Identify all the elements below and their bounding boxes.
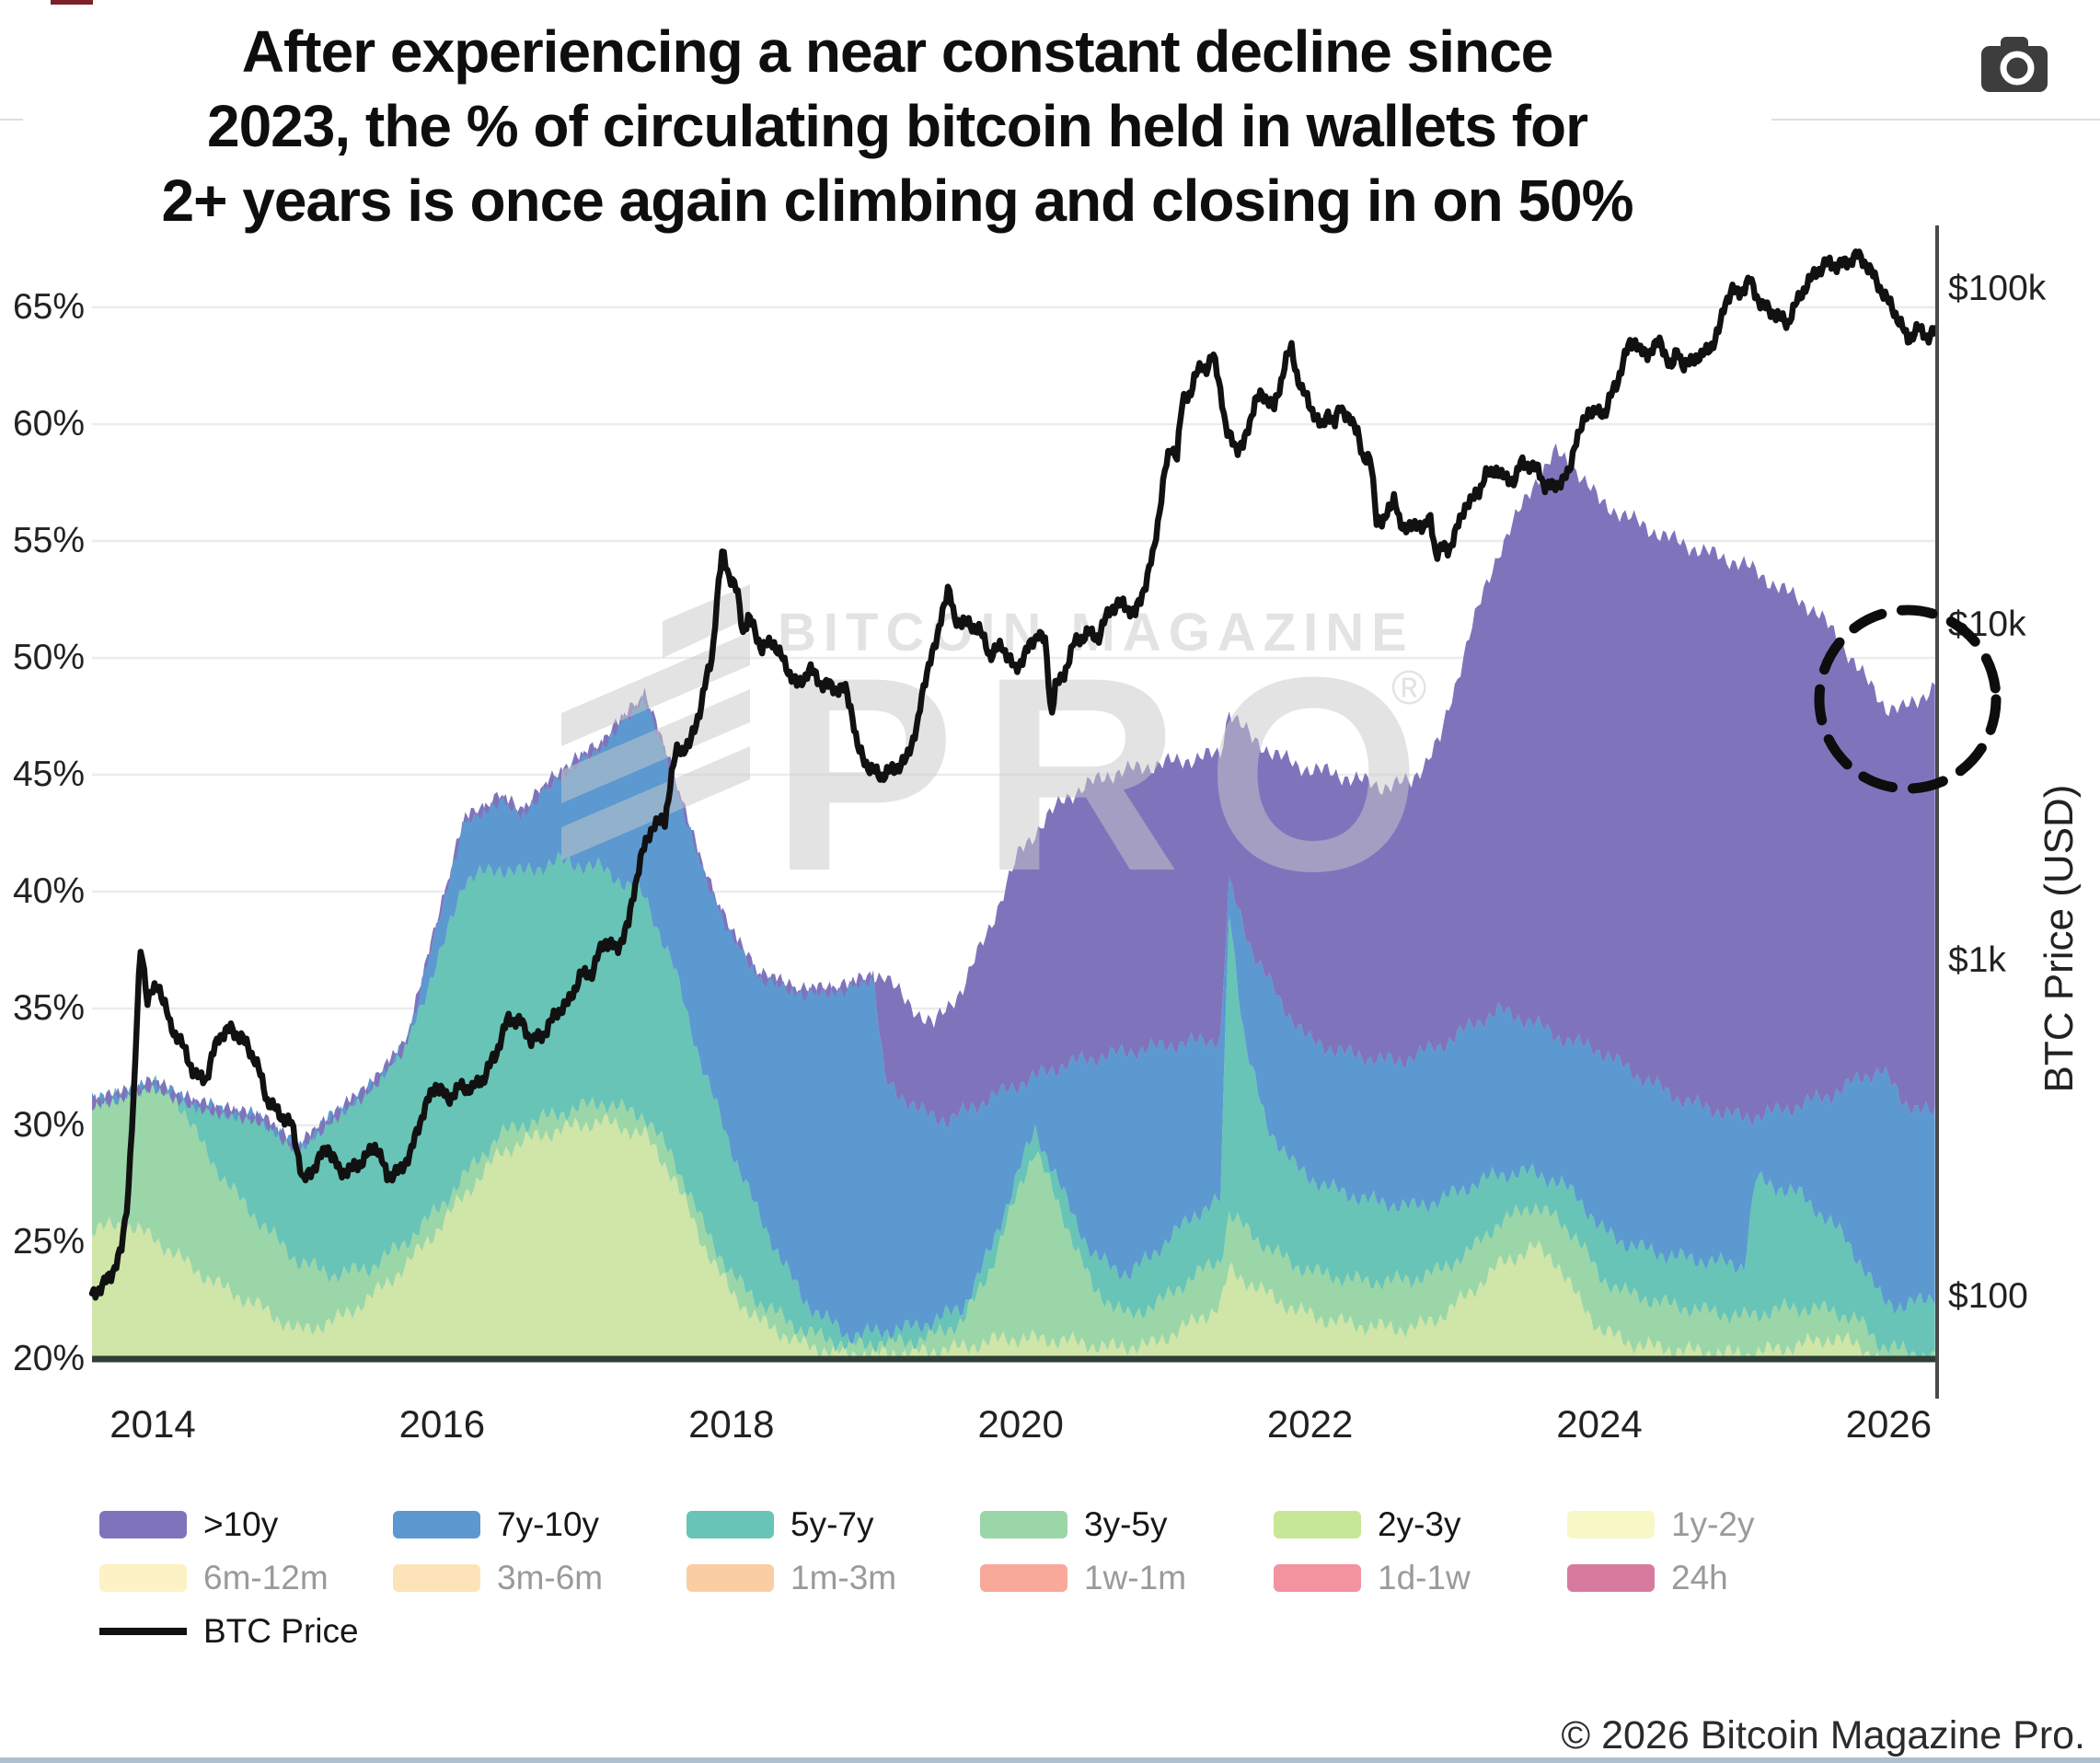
legend-item-6m-12m[interactable]: 6m-12m <box>99 1559 393 1597</box>
legend-item--10y[interactable]: >10y <box>99 1505 393 1544</box>
watermark-reg: ® <box>1391 662 1426 715</box>
year-tick-2018: 2018 <box>688 1402 775 1446</box>
legend-swatch <box>980 1564 1067 1592</box>
legend-swatch <box>99 1564 187 1592</box>
year-tick-2020: 2020 <box>977 1402 1064 1446</box>
legend-item-1d-1w[interactable]: 1d-1w <box>1274 1559 1567 1597</box>
percent-tick-30: 30% <box>12 1105 85 1145</box>
year-tick-2024: 2024 <box>1556 1402 1643 1446</box>
chart-title-line1: After experiencing a near constant decli… <box>241 18 1554 85</box>
legend-item-btc-price[interactable]: BTC Price <box>99 1612 393 1651</box>
copyright: © 2026 Bitcoin Magazine Pro. <box>1561 1713 2086 1757</box>
legend-swatch <box>1274 1564 1361 1592</box>
legend-label: 6m-12m <box>203 1559 329 1596</box>
legend-swatch <box>393 1564 480 1592</box>
btc-line-swatch <box>99 1628 187 1635</box>
legend-label: 3y-5y <box>1084 1505 1168 1543</box>
legend-label-btc-price: BTC Price <box>203 1612 359 1650</box>
percent-tick-55: 55% <box>12 521 85 560</box>
band--10y <box>92 443 1935 1158</box>
legend-label: 2y-3y <box>1378 1505 1461 1543</box>
legend-item-3m-6m[interactable]: 3m-6m <box>393 1559 687 1597</box>
year-tick-2016: 2016 <box>398 1402 486 1446</box>
legend-label: 1m-3m <box>790 1559 897 1596</box>
legend-item-1y-2y[interactable]: 1y-2y <box>1567 1505 1861 1544</box>
legend-swatch <box>687 1564 774 1592</box>
legend-label: 24h <box>1671 1559 1728 1596</box>
legend-swatch <box>1274 1511 1361 1538</box>
legend-label: 3m-6m <box>497 1559 604 1596</box>
legend-item-5y-7y[interactable]: 5y-7y <box>687 1505 980 1544</box>
legend-swatch <box>393 1511 480 1538</box>
year-tick-2026: 2026 <box>1845 1402 1933 1446</box>
percent-tick-50: 50% <box>12 638 85 677</box>
legend-item-24h[interactable]: 24h <box>1567 1559 1861 1597</box>
btc-price-line <box>88 248 1939 1301</box>
btc-price-path <box>88 248 1939 1301</box>
legend-item-2y-3y[interactable]: 2y-3y <box>1274 1505 1567 1544</box>
percent-tick-60: 60% <box>12 404 85 444</box>
legend-label: 1w-1m <box>1084 1559 1187 1596</box>
percent-tick-40: 40% <box>12 871 85 911</box>
legend-row-2: 6m-12m 3m-6m 1m-3m 1w-1m 1d-1w 24h <box>99 1551 1995 1605</box>
legend-swatch <box>1567 1564 1655 1592</box>
price-tick-1k: $1k <box>1948 940 2006 980</box>
year-tick-2022: 2022 <box>1266 1402 1354 1446</box>
legend-row-1: >10y 7y-10y 5y-7y 3y-5y 2y-3y 1y-2y <box>99 1498 1995 1551</box>
chart-title-line2: 2023, the % of circulating bitcoin held … <box>206 93 1588 159</box>
band-3y-5y <box>92 1075 1935 1359</box>
hodl-waves-chart: BITCOIN MAGAZINE PRO ® <box>88 225 2002 1399</box>
bottom-window-edge <box>0 1757 2100 1763</box>
band-2y-3y <box>92 1113 1935 1359</box>
stacked-areas <box>92 443 1935 1359</box>
watermark: BITCOIN MAGAZINE PRO ® <box>561 584 1426 928</box>
legend-item-3y-5y[interactable]: 3y-5y <box>980 1505 1274 1544</box>
chart-title-line3: 2+ years is once again climbing and clos… <box>161 167 1633 234</box>
legend-label: 7y-10y <box>497 1505 600 1543</box>
percent-tick-35: 35% <box>12 988 85 1028</box>
top-edge-sliver <box>51 0 93 5</box>
legend: >10y 7y-10y 5y-7y 3y-5y 2y-3y 1y-2y 6m-12m 3m-… <box>99 1498 1995 1658</box>
price-axis-title: BTC Price (USD) <box>2037 784 2082 1093</box>
percent-tick-25: 25% <box>12 1222 85 1262</box>
legend-swatch <box>99 1511 187 1538</box>
percent-tick-20: 20% <box>12 1339 85 1378</box>
legend-label: >10y <box>203 1505 279 1543</box>
legend-row-btc: BTC Price <box>99 1605 1995 1658</box>
legend-label: 1y-2y <box>1671 1505 1755 1543</box>
legend-swatch <box>1567 1511 1655 1538</box>
legend-swatch <box>980 1511 1067 1538</box>
legend-item-7y-10y[interactable]: 7y-10y <box>393 1505 687 1544</box>
year-tick-2014: 2014 <box>110 1402 196 1446</box>
legend-swatch <box>687 1511 774 1538</box>
percent-tick-65: 65% <box>12 287 85 327</box>
percent-tick-45: 45% <box>12 755 85 794</box>
highlight-circle <box>1814 605 2002 794</box>
price-tick-100k: $100k <box>1948 269 2047 308</box>
legend-item-1w-1m[interactable]: 1w-1m <box>980 1559 1274 1597</box>
price-tick-100: $100 <box>1948 1276 2028 1316</box>
legend-label: 1d-1w <box>1378 1559 1471 1596</box>
band-7y-10y <box>92 687 1935 1344</box>
chart-title: After experiencing a near constant decli… <box>23 15 1771 238</box>
band-5y-7y <box>92 852 1935 1359</box>
camera-icon[interactable] <box>1979 29 2056 98</box>
legend-label: 5y-7y <box>790 1505 874 1543</box>
watermark-logo <box>561 584 750 860</box>
legend-item-1m-3m[interactable]: 1m-3m <box>687 1559 980 1597</box>
